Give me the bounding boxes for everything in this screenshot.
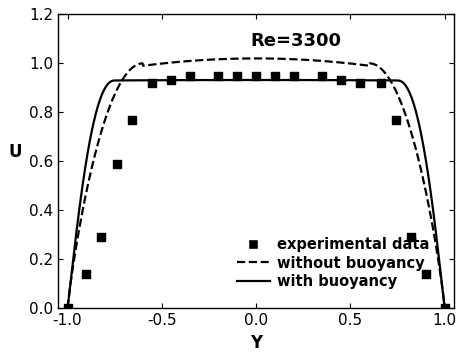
Point — [128, 117, 136, 122]
Point — [233, 73, 241, 78]
Point — [82, 271, 90, 277]
Text: Re=3300: Re=3300 — [250, 32, 341, 50]
Y-axis label: U: U — [8, 143, 22, 161]
Point — [253, 73, 260, 78]
Point — [392, 117, 399, 122]
Legend: experimental data, without buoyancy, with buoyancy: experimental data, without buoyancy, wit… — [232, 231, 435, 295]
Point — [337, 78, 345, 84]
Point — [271, 73, 279, 78]
Point — [356, 80, 363, 86]
Point — [113, 161, 120, 167]
Point — [149, 80, 156, 86]
Point — [186, 73, 194, 78]
Point — [64, 305, 71, 311]
Point — [407, 234, 415, 240]
Point — [441, 305, 448, 311]
Point — [377, 80, 384, 86]
Point — [318, 73, 326, 78]
Point — [215, 73, 222, 78]
Point — [168, 78, 175, 84]
Point — [422, 271, 430, 277]
Point — [98, 234, 105, 240]
X-axis label: Y: Y — [250, 334, 262, 352]
Point — [290, 73, 298, 78]
